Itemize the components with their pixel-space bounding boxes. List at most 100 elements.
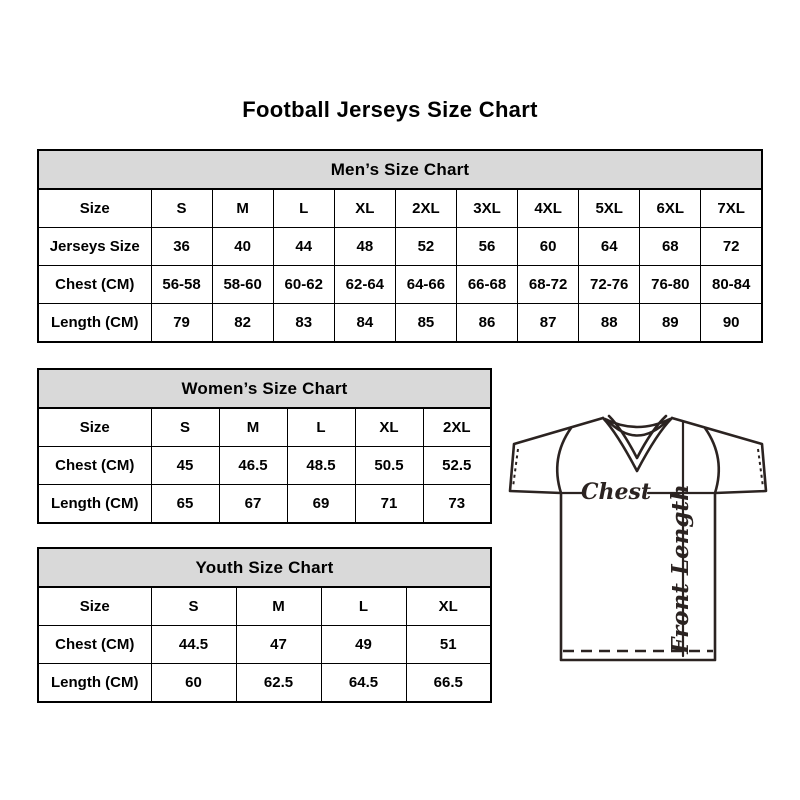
youth-table-title: Youth Size Chart (37, 547, 492, 588)
mens-table-row: Size S M L XL 2XL 3XL 4XL 5XL 6XL 7XL (37, 188, 763, 228)
size-value-cell: 64-66 (394, 265, 457, 304)
youth-table-row: Chest (CM) 44.5 47 49 51 (37, 625, 492, 664)
row-label: Chest (CM) (37, 265, 152, 304)
size-value-cell: 49 (320, 625, 407, 664)
front-length-label: Front Length (667, 484, 694, 655)
row-label: Size (37, 407, 152, 447)
size-value-cell: 47 (235, 625, 322, 664)
size-value-cell: 60 (150, 663, 237, 703)
size-value-cell: S (150, 407, 220, 447)
size-value-cell: 6XL (639, 188, 702, 228)
size-value-cell: 67 (218, 484, 288, 524)
size-value-cell: 44 (272, 227, 335, 266)
size-value-cell: M (218, 407, 288, 447)
size-value-cell: S (150, 188, 213, 228)
size-value-cell: 4XL (517, 188, 580, 228)
size-value-cell: XL (354, 407, 424, 447)
mens-table-row: Length (CM) 79 82 83 84 85 86 87 88 89 90 (37, 303, 763, 343)
size-value-cell: 80-84 (700, 265, 763, 304)
right-sleeve-seam (703, 426, 721, 495)
size-value-cell: 89 (639, 303, 702, 343)
row-label: Size (37, 586, 152, 626)
row-label: Chest (CM) (37, 625, 152, 664)
row-label: Length (CM) (37, 663, 152, 703)
size-value-cell: 5XL (578, 188, 641, 228)
womens-size-table: Women’s Size Chart Size S M L XL 2XL Chest (CM)… (37, 368, 492, 524)
size-value-cell: 60 (517, 227, 580, 266)
size-value-cell: 56-58 (150, 265, 213, 304)
youth-table-row: Size S M L XL (37, 586, 492, 626)
size-value-cell: 50.5 (354, 446, 424, 485)
size-value-cell: 88 (578, 303, 641, 343)
size-value-cell: 64 (578, 227, 641, 266)
size-value-cell: 65 (150, 484, 220, 524)
youth-table-row: Length (CM) 60 62.5 64.5 66.5 (37, 663, 492, 703)
size-value-cell: 45 (150, 446, 220, 485)
size-value-cell: 73 (422, 484, 492, 524)
size-value-cell: 56 (455, 227, 519, 266)
collar-outer-v (601, 416, 674, 473)
size-value-cell: 48.5 (286, 446, 356, 485)
size-value-cell: 44.5 (150, 625, 237, 664)
size-value-cell: 83 (272, 303, 335, 343)
size-value-cell: M (235, 586, 322, 626)
size-value-cell: 52.5 (422, 446, 492, 485)
size-value-cell: 72 (700, 227, 763, 266)
size-value-cell: 82 (211, 303, 274, 343)
size-value-cell: 3XL (455, 188, 519, 228)
size-value-cell: 84 (333, 303, 396, 343)
page-title: Football Jerseys Size Chart (242, 97, 538, 122)
size-value-cell: L (320, 586, 407, 626)
size-value-cell: 66.5 (405, 663, 492, 703)
row-label: Length (CM) (37, 303, 152, 343)
jersey-measurement-diagram: Chest Front Length (500, 403, 772, 667)
womens-table-title: Women’s Size Chart (37, 368, 492, 409)
jersey-outline (508, 414, 768, 662)
row-label: Jerseys Size (37, 227, 152, 266)
size-value-cell: 51 (405, 625, 492, 664)
womens-table-row: Size S M L XL 2XL (37, 407, 492, 447)
size-value-cell: 62.5 (235, 663, 322, 703)
jersey-body-path (508, 416, 768, 662)
row-label: Chest (CM) (37, 446, 152, 485)
size-value-cell: 2XL (422, 407, 492, 447)
jersey-labels: Chest Front Length (581, 479, 694, 655)
row-label: Size (37, 188, 152, 228)
size-value-cell: 86 (455, 303, 519, 343)
size-value-cell: 48 (333, 227, 396, 266)
size-value-cell: XL (405, 586, 492, 626)
womens-table-row: Chest (CM) 45 46.5 48.5 50.5 52.5 (37, 446, 492, 485)
size-value-cell: 62-64 (333, 265, 396, 304)
size-value-cell: 72-76 (578, 265, 641, 304)
size-value-cell: 66-68 (455, 265, 519, 304)
size-value-cell: 76-80 (639, 265, 702, 304)
mens-table-row: Jerseys Size 36 40 44 48 52 56 60 64 68 72 (37, 227, 763, 266)
size-value-cell: S (150, 586, 237, 626)
size-value-cell: 69 (286, 484, 356, 524)
size-value-cell: 40 (211, 227, 274, 266)
size-value-cell: 68 (639, 227, 702, 266)
collar-back-curve-1 (603, 417, 672, 429)
size-value-cell: 85 (394, 303, 457, 343)
size-value-cell: 52 (394, 227, 457, 266)
size-value-cell: XL (333, 188, 396, 228)
size-value-cell: 7XL (700, 188, 763, 228)
youth-size-table: Youth Size Chart Size S M L XL Chest (CM) 44.5 4… (37, 547, 492, 703)
chest-label: Chest (581, 479, 651, 505)
left-sleeve-seam (555, 426, 573, 495)
mens-table-title: Men’s Size Chart (37, 149, 763, 190)
mens-table-row: Chest (CM) 56-58 58-60 60-62 62-64 64-66 66-68… (37, 265, 763, 304)
size-value-cell: 58-60 (211, 265, 274, 304)
row-label: Length (CM) (37, 484, 152, 524)
collar-back-curve-2 (605, 418, 670, 437)
size-value-cell: 64.5 (320, 663, 407, 703)
size-value-cell: L (286, 407, 356, 447)
size-value-cell: 71 (354, 484, 424, 524)
size-value-cell: M (211, 188, 274, 228)
size-value-cell: 90 (700, 303, 763, 343)
size-value-cell: 36 (150, 227, 213, 266)
size-value-cell: 46.5 (218, 446, 288, 485)
womens-table-row: Length (CM) 65 67 69 71 73 (37, 484, 492, 524)
size-value-cell: 2XL (394, 188, 457, 228)
size-value-cell: 68-72 (517, 265, 580, 304)
